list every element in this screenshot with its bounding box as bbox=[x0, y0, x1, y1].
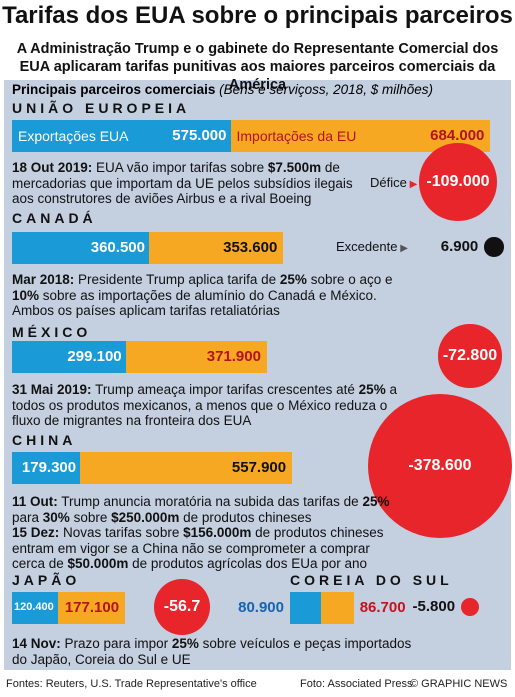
note-run: 11 Out: bbox=[12, 494, 58, 509]
exports-label: 179.300 bbox=[21, 459, 77, 476]
exports-caption: Exportações EUA bbox=[18, 128, 129, 144]
note-run: Prazo para impor bbox=[60, 636, 172, 651]
exports-bar bbox=[12, 341, 126, 373]
photo-credit: Foto: Associated Press bbox=[300, 678, 413, 690]
note-run: sobre veículos e peças importados do Jap… bbox=[12, 636, 412, 667]
exports-bar bbox=[12, 452, 81, 484]
note-run: 15 Dez: bbox=[12, 525, 60, 540]
note-run: para bbox=[12, 509, 43, 525]
note-run: EUA vão impor tarifas sobre bbox=[92, 160, 268, 175]
partner-name: CANADÁ bbox=[12, 210, 97, 226]
note-run: 25% bbox=[279, 272, 307, 287]
balance-circle bbox=[419, 143, 497, 221]
partner-name: UNIÃO EUROPEIA bbox=[12, 100, 191, 116]
caption-arrow: ▶ bbox=[397, 243, 408, 254]
note-run: de mercadorias que importam da UE pelos … bbox=[12, 160, 353, 206]
note-run: $250.000m bbox=[111, 509, 180, 525]
note-run: 18 Out 2019: bbox=[12, 160, 93, 175]
note: 11 Out: Trump anuncia moratória na subid… bbox=[12, 494, 392, 525]
exports-label: 80.900 bbox=[238, 599, 284, 616]
partner-name: COREIA DO SUL bbox=[290, 572, 453, 588]
exports-label: 575.000 bbox=[172, 127, 227, 144]
exports-bar bbox=[12, 592, 58, 624]
imports-label: 684.000 bbox=[430, 127, 485, 144]
exports-label: 360.500 bbox=[90, 239, 145, 256]
balance-circle bbox=[484, 237, 504, 257]
imports-bar bbox=[80, 452, 293, 484]
note-run: 10% bbox=[12, 287, 40, 303]
balance-label: -5.800 bbox=[412, 598, 456, 615]
note-run: de produtos agrícolas dos EUa por ano bbox=[128, 556, 367, 571]
balance-label: -109.000 bbox=[426, 173, 490, 190]
note: Mar 2018: Presidente Trump aplica tarifa… bbox=[12, 272, 402, 319]
imports-caption: Importações da EU bbox=[236, 128, 357, 144]
credit: © GRAPHIC NEWS bbox=[410, 678, 508, 690]
imports-bar bbox=[148, 232, 284, 264]
exports-bar bbox=[290, 592, 321, 624]
note-run: 14 Nov: bbox=[12, 636, 61, 651]
title: Tarifas dos EUA sobre o principais parce… bbox=[2, 2, 513, 29]
note-run: sobre o aço e bbox=[306, 272, 393, 287]
note-run: Trump anuncia moratória na subida das ta… bbox=[57, 494, 363, 509]
balance-label: -56.7 bbox=[163, 598, 201, 615]
note-run: Mar 2018: bbox=[12, 272, 75, 287]
balance-label: 6.900 bbox=[440, 238, 479, 255]
note: 15 Dez: Novas tarifas sobre $156.000m de… bbox=[12, 525, 392, 572]
note-run: Trump ameaça impor tarifas crescentes at… bbox=[91, 382, 359, 397]
imports-label: 86.700 bbox=[359, 599, 406, 616]
note-run: 25% bbox=[362, 494, 390, 509]
section-title: Principais parceiros comerciais (Bens e … bbox=[12, 82, 433, 97]
partner-name: MÉXICO bbox=[12, 324, 92, 340]
note-run: sobre bbox=[69, 509, 112, 525]
note-run: $50.000m bbox=[67, 556, 129, 571]
exports-label: 120.400 bbox=[13, 601, 54, 613]
exports-bar bbox=[12, 120, 231, 152]
balance-caption: Excedente ▶ bbox=[336, 239, 408, 254]
imports-label: 353.600 bbox=[223, 239, 278, 256]
imports-label: 557.900 bbox=[231, 459, 287, 476]
note-run: sobre as importações de alumínio do Cana… bbox=[12, 287, 377, 319]
note-run: Presidente Trump aplica tarifa de bbox=[74, 272, 280, 287]
balance-circle bbox=[438, 324, 502, 388]
partner-name: JAPÃO bbox=[12, 572, 81, 588]
balance-caption: Défice ▶ bbox=[370, 175, 418, 190]
note-run: Novas tarifas sobre bbox=[59, 525, 184, 540]
subtitle: A Administração Trump e o gabinete do Re… bbox=[16, 41, 499, 93]
note-run: de produtos chineses entram em vigor se … bbox=[12, 525, 384, 571]
imports-label: 371.900 bbox=[206, 348, 261, 365]
imports-bar bbox=[57, 592, 126, 624]
note-run: $7.500m bbox=[267, 160, 322, 175]
section-note: (Bens e serviçoss, 2018, $ milhões) bbox=[219, 82, 433, 97]
note: 14 Nov: Prazo para impor 25% sobre veícu… bbox=[12, 636, 412, 667]
sources: Fontes: Reuters, U.S. Trade Representati… bbox=[6, 678, 257, 690]
balance-label: -378.600 bbox=[408, 457, 472, 474]
note-run: 31 Mai 2019: bbox=[12, 382, 92, 397]
note-run: $156.000m bbox=[183, 525, 252, 540]
exports-bar bbox=[12, 232, 149, 264]
balance-circle bbox=[154, 579, 210, 635]
balance-circle bbox=[368, 394, 512, 538]
caption-arrow: ▶ bbox=[406, 179, 418, 190]
note: 18 Out 2019: EUA vão impor tarifas sobre… bbox=[12, 160, 372, 207]
balance-circle bbox=[461, 598, 479, 616]
note-run: 30% bbox=[42, 509, 70, 525]
section-title-text: Principais parceiros comerciais bbox=[12, 82, 216, 97]
exports-label: 299.100 bbox=[67, 348, 122, 365]
note-run: 25% bbox=[171, 636, 199, 651]
imports-bar bbox=[125, 341, 267, 373]
note-run: a todos os produtos mexicanos, a menos q… bbox=[12, 382, 397, 428]
balance-label: -72.800 bbox=[442, 347, 498, 364]
imports-bar bbox=[320, 592, 354, 624]
imports-label: 177.100 bbox=[64, 599, 120, 616]
note: 31 Mai 2019: Trump ameaça impor tarifas … bbox=[12, 382, 402, 429]
note-run: de produtos chineses bbox=[179, 509, 312, 525]
note-run: 25% bbox=[358, 382, 386, 397]
partner-name: CHINA bbox=[12, 432, 77, 448]
